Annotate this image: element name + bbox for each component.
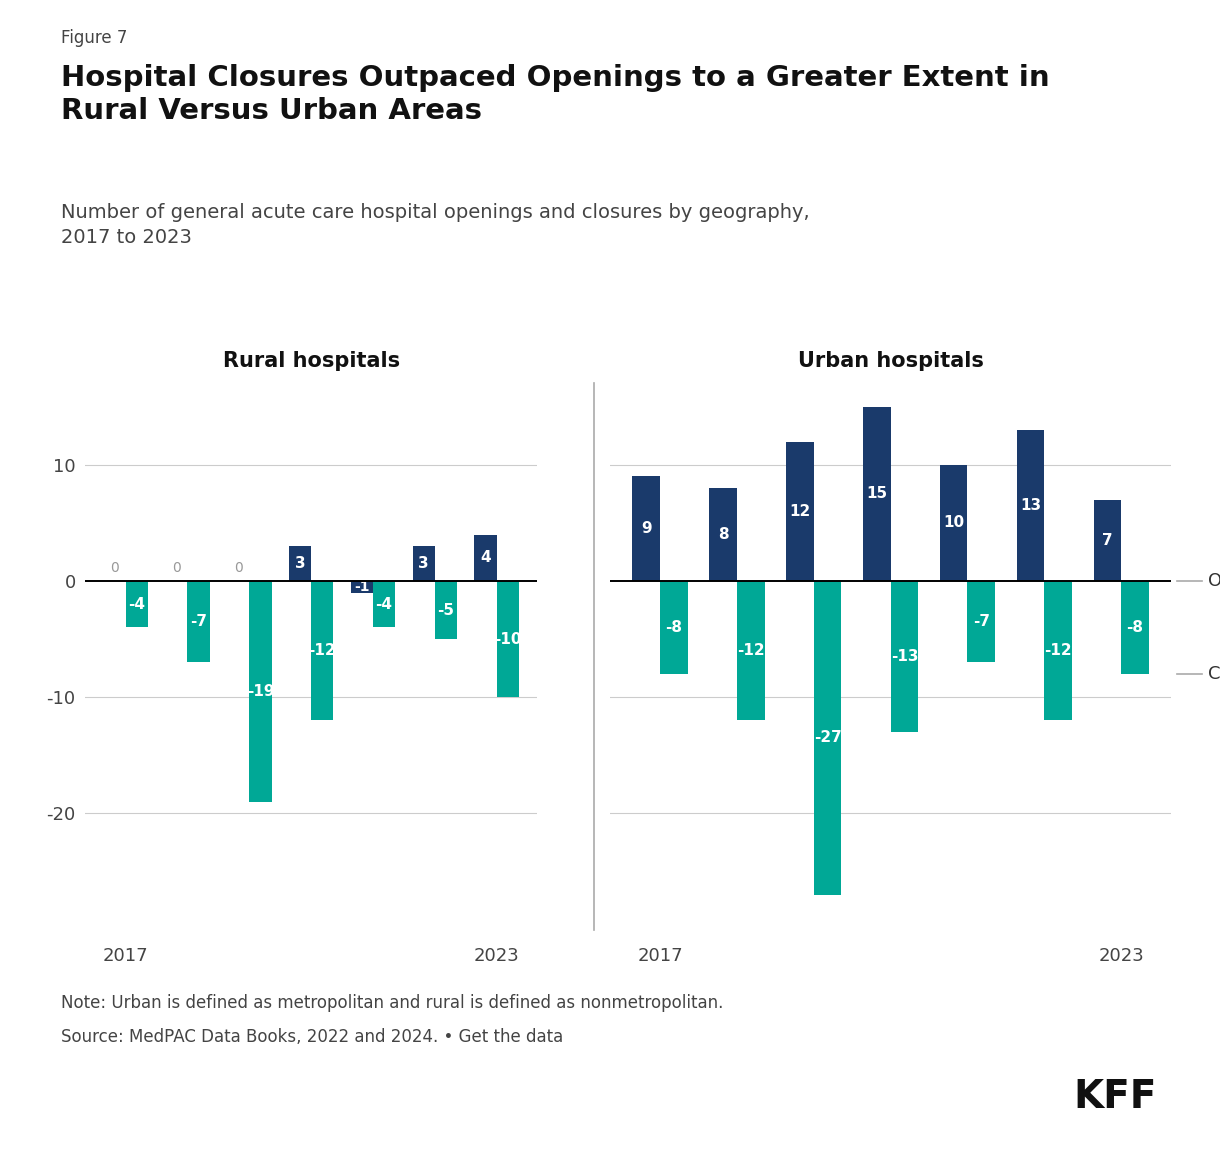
Text: Hospital Closures Outpaced Openings to a Greater Extent in
Rural Versus Urban Ar: Hospital Closures Outpaced Openings to a… xyxy=(61,64,1049,125)
Text: 3: 3 xyxy=(295,557,305,571)
Title: Rural hospitals: Rural hospitals xyxy=(222,351,400,371)
Bar xyxy=(660,581,688,674)
Text: -8: -8 xyxy=(1126,621,1143,634)
Text: -1: -1 xyxy=(354,580,370,594)
Bar xyxy=(249,581,272,802)
Bar xyxy=(632,476,660,581)
Bar xyxy=(1121,581,1149,674)
Text: -12: -12 xyxy=(309,644,336,658)
Text: 4: 4 xyxy=(481,551,490,565)
Text: -12: -12 xyxy=(737,644,765,658)
Text: 15: 15 xyxy=(866,487,887,501)
Text: -7: -7 xyxy=(972,615,989,629)
Text: 0: 0 xyxy=(172,561,181,575)
Bar xyxy=(188,581,210,662)
Bar xyxy=(373,581,395,627)
Text: Source: MedPAC Data Books, 2022 and 2024. • Get the data: Source: MedPAC Data Books, 2022 and 2024… xyxy=(61,1028,564,1046)
Text: 2017: 2017 xyxy=(102,947,149,964)
Bar xyxy=(737,581,765,720)
Bar xyxy=(1093,500,1121,581)
Text: -4: -4 xyxy=(376,597,393,611)
Text: -8: -8 xyxy=(665,621,682,634)
Text: 2023: 2023 xyxy=(1098,947,1144,964)
Bar xyxy=(289,546,311,581)
Bar xyxy=(891,581,919,732)
Bar xyxy=(967,581,996,662)
Bar xyxy=(350,581,373,593)
Text: -4: -4 xyxy=(128,597,145,611)
Text: 3: 3 xyxy=(418,557,429,571)
Text: 2017: 2017 xyxy=(637,947,683,964)
Bar xyxy=(497,581,518,697)
Text: -5: -5 xyxy=(438,603,454,617)
Title: Urban hospitals: Urban hospitals xyxy=(798,351,983,371)
Bar xyxy=(814,581,842,895)
Text: -12: -12 xyxy=(1044,644,1072,658)
Text: Closures: Closures xyxy=(1208,665,1220,683)
Text: 13: 13 xyxy=(1020,498,1041,512)
Text: 2023: 2023 xyxy=(473,947,520,964)
Bar xyxy=(863,407,891,581)
Text: 8: 8 xyxy=(717,528,728,541)
Text: -7: -7 xyxy=(190,615,207,629)
Text: Number of general acute care hospital openings and closures by geography,
2017 t: Number of general acute care hospital op… xyxy=(61,203,810,246)
Text: -19: -19 xyxy=(246,684,274,698)
Text: -27: -27 xyxy=(814,731,842,745)
Text: 0: 0 xyxy=(234,561,243,575)
Text: 7: 7 xyxy=(1102,533,1113,547)
Text: Openings: Openings xyxy=(1208,572,1220,590)
Text: KFF: KFF xyxy=(1074,1077,1157,1116)
Bar xyxy=(126,581,148,627)
Text: Figure 7: Figure 7 xyxy=(61,29,127,46)
Text: -13: -13 xyxy=(891,650,919,664)
Bar xyxy=(434,581,458,639)
Text: -10: -10 xyxy=(494,632,521,646)
Bar xyxy=(475,535,497,581)
Bar xyxy=(709,488,737,581)
Bar xyxy=(786,442,814,581)
Bar xyxy=(939,465,967,581)
Text: 9: 9 xyxy=(640,522,651,536)
Text: 12: 12 xyxy=(789,504,810,518)
Bar xyxy=(1016,430,1044,581)
Bar xyxy=(1044,581,1072,720)
Text: 10: 10 xyxy=(943,516,964,530)
Text: 0: 0 xyxy=(110,561,118,575)
Bar xyxy=(412,546,434,581)
Text: Note: Urban is defined as metropolitan and rural is defined as nonmetropolitan.: Note: Urban is defined as metropolitan a… xyxy=(61,994,723,1011)
Bar xyxy=(311,581,333,720)
